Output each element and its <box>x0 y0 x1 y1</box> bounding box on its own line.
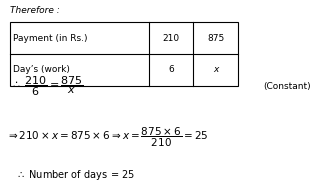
Text: Payment (in Rs.): Payment (in Rs.) <box>13 34 87 43</box>
Text: $\therefore\;$Number of days$\; = 25$: $\therefore\;$Number of days$\; = 25$ <box>16 168 134 182</box>
Text: $\Rightarrow 210 \times x = 875 \times 6 \Rightarrow x = \dfrac{875\times6}{210}: $\Rightarrow 210 \times x = 875 \times 6… <box>6 126 209 149</box>
Bar <box>10 22 238 86</box>
Text: Therefore :: Therefore : <box>10 6 59 15</box>
Text: x: x <box>213 65 218 74</box>
Text: $\therefore\;\dfrac{210}{6} = \dfrac{875}{x}$: $\therefore\;\dfrac{210}{6} = \dfrac{875… <box>10 75 83 98</box>
Text: 875: 875 <box>207 34 224 43</box>
Text: (Constant): (Constant) <box>263 82 311 91</box>
Text: Day’s (work): Day’s (work) <box>13 65 69 74</box>
Text: 210: 210 <box>163 34 180 43</box>
Text: 6: 6 <box>168 65 174 74</box>
